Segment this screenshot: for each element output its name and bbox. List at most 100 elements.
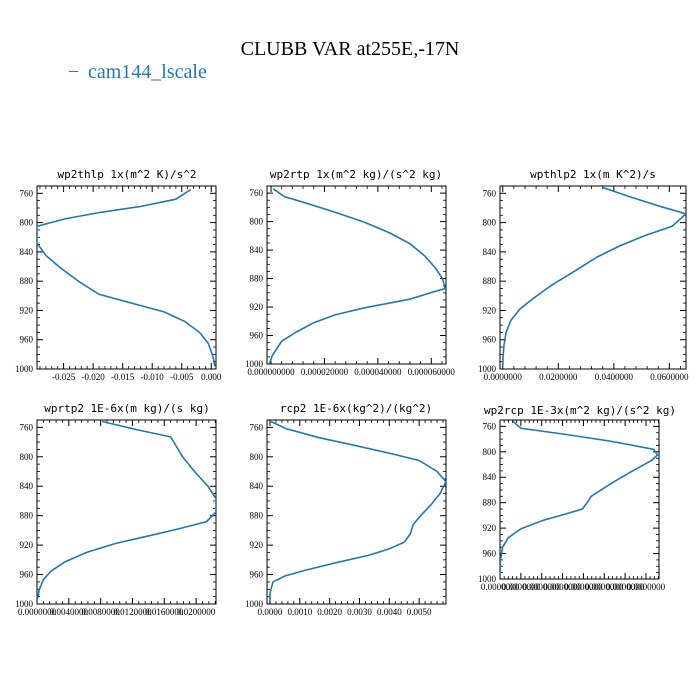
plot-frame [266, 185, 447, 365]
plot-frame [499, 419, 660, 580]
x-tick-label: 0.0200000 [177, 607, 216, 617]
x-tick-label: 0.0000000 [564, 582, 603, 592]
series-line-cam144_lscale [37, 420, 216, 599]
x-tick-label: 0.0160000 [145, 607, 184, 617]
y-tick-label: 800 [20, 452, 34, 462]
x-tick-label: 0.0010 [287, 607, 312, 617]
y-tick-label: 800 [250, 217, 264, 227]
x-tick-label: 0.0000000 [502, 582, 541, 592]
series-line-cam144_lscale [269, 420, 446, 603]
y-tick-label: 760 [483, 188, 497, 198]
plot-title: rcp2 1E-6x(kg^2)/(kg^2) [280, 402, 432, 415]
y-tick-label: 880 [483, 276, 497, 286]
x-tick-label: -0.015 [111, 372, 135, 382]
x-tick-label: 0.0000000 [606, 582, 645, 592]
y-tick-label: 960 [250, 331, 264, 341]
plot-frame [499, 185, 687, 370]
x-tick-label: 0.0050 [407, 607, 432, 617]
legend-label: cam144_lscale [88, 61, 207, 83]
y-tick-label: 760 [250, 422, 264, 432]
series-line-cam144_lscale [502, 186, 686, 366]
y-tick-label: 920 [250, 302, 264, 312]
y-tick-label: 1000 [245, 599, 264, 609]
x-tick-label: 0.0400000 [595, 372, 634, 382]
y-tick-label: 840 [250, 245, 264, 255]
figure-title: CLUBB VAR at255E,-17N [241, 38, 460, 60]
y-tick-label: 760 [483, 421, 497, 431]
y-tick-label: 800 [20, 218, 34, 228]
y-tick-label: 880 [250, 274, 264, 284]
y-tick-label: 880 [20, 276, 34, 286]
y-tick-label: 760 [250, 188, 264, 198]
y-tick-label: 960 [250, 570, 264, 580]
x-tick-label: 0.0000000 [481, 582, 520, 592]
series-line-cam144_lscale [268, 188, 446, 364]
plot-title: wp2thlp 1x(m^2 K)/s^2 [57, 168, 196, 181]
x-tick-label: 0.0200000 [539, 372, 578, 382]
x-tick-label: 0.0000000 [18, 607, 57, 617]
x-tick-label: 0.0000000 [523, 582, 562, 592]
y-tick-label: 800 [250, 452, 264, 462]
y-tick-label: 960 [20, 570, 34, 580]
x-tick-label: 0.000040000 [354, 367, 402, 377]
y-tick-label: 840 [250, 481, 264, 491]
x-tick-label: -0.005 [170, 372, 194, 382]
x-tick-label: 0.0000000 [484, 372, 523, 382]
y-tick-label: 1000 [478, 364, 497, 374]
legend-symbol: − [68, 61, 79, 83]
x-tick-label: 0.0020 [317, 607, 342, 617]
plot-frame [266, 419, 447, 605]
series-line-cam144_lscale [500, 420, 659, 574]
y-tick-label: 760 [20, 188, 34, 198]
plot-panel-1: wp2thlp 1x(m^2 K)/s^2 760 800 840 880 920 960 1… [15, 168, 222, 382]
y-tick-label: 1000 [478, 574, 497, 584]
x-tick-label: 0.0000000 [627, 582, 666, 592]
y-tick-label: 1000 [15, 599, 34, 609]
x-tick-label: 0.0000 [258, 607, 283, 617]
x-tick-label: 0.0000000 [585, 582, 624, 592]
y-tick-label: 920 [20, 305, 34, 315]
x-tick-label: 0.0000000 [543, 582, 582, 592]
y-tick-label: 960 [20, 335, 34, 345]
plot-panels: wp2thlp 1x(m^2 K)/s^2 760 800 840 880 920 960 1… [15, 168, 689, 617]
x-tick-label: -0.010 [141, 372, 165, 382]
y-tick-label: 800 [483, 218, 497, 228]
y-tick-label: 1000 [245, 359, 264, 369]
y-tick-label: 920 [483, 305, 497, 315]
plot-panel-5: rcp2 1E-6x(kg^2)/(kg^2) 760 800 840 880 920 96… [245, 402, 447, 617]
x-tick-label: 0.000 [201, 372, 222, 382]
plot-title: wp2rtp 1x(m^2 kg)/(s^2 kg) [270, 168, 442, 181]
y-tick-label: 800 [483, 447, 497, 457]
plot-title: wpthlp2 1x(m K^2)/s [530, 168, 656, 181]
plot-title: wp2rcp 1E-3x(m^2 kg)/(s^2 kg) [484, 404, 676, 417]
plot-frame [36, 419, 217, 605]
x-tick-label: -0.020 [81, 372, 105, 382]
plot-panel-4: wprtp2 1E-6x(m kg)/(s kg) 760 800 840 880 920… [15, 402, 217, 617]
x-tick-label: 0.0600000 [650, 372, 689, 382]
plot-panel-3: wpthlp2 1x(m K^2)/s 760 800 840 880 920 960 100… [478, 168, 689, 382]
x-tick-label: -0.025 [52, 372, 76, 382]
x-tick-label: 0.0120000 [113, 607, 152, 617]
y-tick-label: 960 [483, 549, 497, 559]
y-tick-label: 840 [20, 481, 34, 491]
plot-panel-6: wp2rcp 1E-3x(m^2 kg)/(s^2 kg) 760 800 840 88… [478, 404, 676, 592]
y-tick-label: 880 [20, 511, 34, 521]
series-line-cam144_lscale [37, 189, 216, 367]
y-tick-label: 840 [483, 247, 497, 257]
plot-panel-2: wp2rtp 1x(m^2 kg)/(s^2 kg) 760 800 840 880 92… [245, 168, 455, 377]
x-tick-label: 0.0040000 [50, 607, 89, 617]
plot-title: wprtp2 1E-6x(m kg)/(s kg) [44, 402, 210, 415]
x-tick-label: 0.000060000 [408, 367, 456, 377]
y-tick-label: 1000 [15, 364, 34, 374]
y-tick-label: 880 [250, 511, 264, 521]
x-tick-label: 0.000000000 [247, 367, 295, 377]
y-tick-label: 880 [483, 498, 497, 508]
y-tick-label: 920 [483, 523, 497, 533]
x-tick-label: 0.0030 [347, 607, 372, 617]
plot-frame [36, 185, 217, 370]
y-tick-label: 840 [483, 472, 497, 482]
legend: − cam144_lscale [68, 61, 207, 83]
x-tick-label: 0.0080000 [82, 607, 121, 617]
x-tick-label: 0.000020000 [301, 367, 349, 377]
